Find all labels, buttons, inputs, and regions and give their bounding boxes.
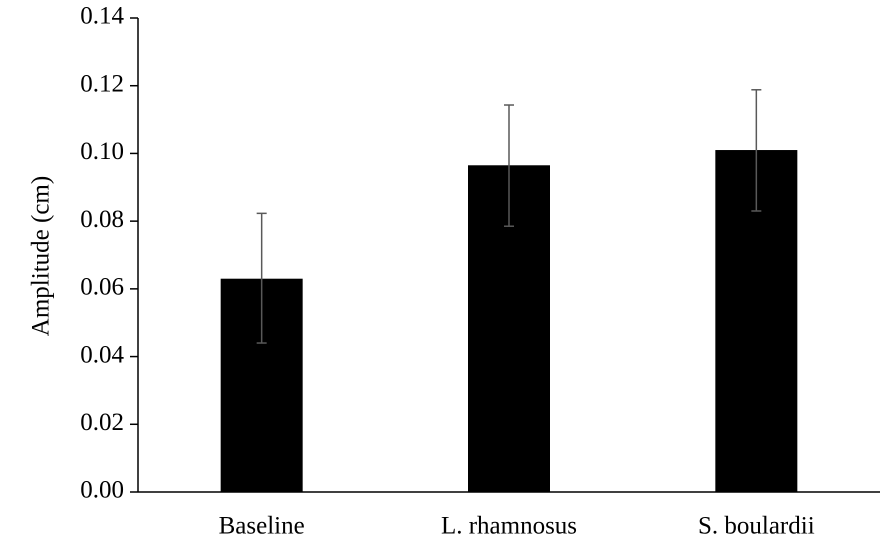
y-tick-label: 0.08: [80, 206, 124, 233]
x-category-label: L. rhamnosus: [441, 513, 577, 540]
y-axis-ticks: 0.00 0.02 0.04 0.06 0.08 0.10 0.12 0.14: [80, 3, 138, 504]
y-tick-label: 0.02: [80, 409, 124, 436]
y-tick-label: 0.14: [80, 3, 124, 30]
y-axis-title: Amplitude (cm): [28, 176, 55, 336]
x-axis-labels: Baseline L. rhamnosus S. boulardii: [219, 513, 815, 540]
error-bars-group: [256, 89, 762, 344]
y-tick-label: 0.06: [80, 274, 124, 301]
error-bar: [504, 104, 514, 227]
y-tick-label: 0.10: [80, 138, 124, 165]
y-tick-label: 0.12: [80, 70, 124, 97]
y-tick-label: 0.04: [80, 341, 124, 368]
y-tick-label: 0.00: [80, 477, 124, 504]
error-bar: [256, 212, 267, 344]
x-category-label: S. boulardii: [698, 513, 815, 540]
error-bar: [751, 89, 762, 212]
bars-group: [220, 150, 798, 493]
x-category-label: Baseline: [219, 513, 305, 540]
